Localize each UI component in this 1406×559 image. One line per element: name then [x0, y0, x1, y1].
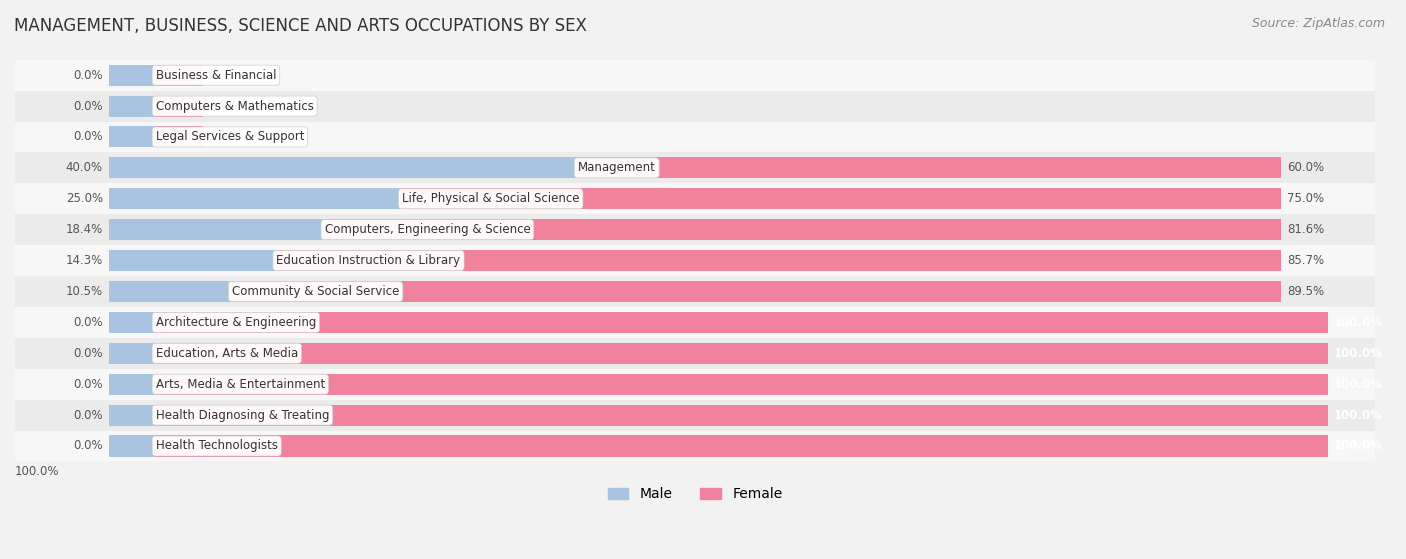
Bar [402, 188, 1281, 209]
Text: 14.3%: 14.3% [66, 254, 103, 267]
Text: 75.0%: 75.0% [1286, 192, 1324, 205]
Bar [156, 96, 202, 117]
Text: Management: Management [578, 162, 655, 174]
Bar [108, 188, 402, 209]
Bar [15, 153, 1375, 183]
Bar [156, 312, 1329, 333]
Text: 100.0%: 100.0% [1334, 316, 1384, 329]
Text: 0.0%: 0.0% [73, 439, 103, 452]
Text: 60.0%: 60.0% [1286, 162, 1324, 174]
Bar [232, 281, 1281, 302]
Bar [108, 65, 156, 86]
Bar [15, 60, 1375, 91]
Bar [156, 343, 1329, 364]
Text: Legal Services & Support: Legal Services & Support [156, 130, 304, 144]
Text: MANAGEMENT, BUSINESS, SCIENCE AND ARTS OCCUPATIONS BY SEX: MANAGEMENT, BUSINESS, SCIENCE AND ARTS O… [14, 17, 586, 35]
Bar [15, 338, 1375, 369]
Text: 100.0%: 100.0% [15, 465, 59, 477]
Text: 10.5%: 10.5% [66, 285, 103, 298]
Bar [108, 250, 277, 271]
Text: 100.0%: 100.0% [1334, 378, 1384, 391]
Bar [108, 312, 156, 333]
Text: Arts, Media & Entertainment: Arts, Media & Entertainment [156, 378, 325, 391]
Text: 85.7%: 85.7% [1286, 254, 1324, 267]
Bar [156, 405, 1329, 425]
Bar [15, 400, 1375, 430]
Text: 0.0%: 0.0% [73, 69, 103, 82]
Text: 40.0%: 40.0% [66, 162, 103, 174]
Text: Community & Social Service: Community & Social Service [232, 285, 399, 298]
Bar [15, 121, 1375, 153]
Bar [15, 183, 1375, 214]
Bar [108, 435, 156, 457]
Text: 89.5%: 89.5% [1286, 285, 1324, 298]
Bar [578, 158, 1281, 178]
Text: 0.0%: 0.0% [73, 316, 103, 329]
Text: Business & Financial: Business & Financial [156, 69, 276, 82]
Bar [108, 373, 156, 395]
Text: Architecture & Engineering: Architecture & Engineering [156, 316, 316, 329]
Bar [15, 307, 1375, 338]
Bar [108, 343, 156, 364]
Text: Health Diagnosing & Treating: Health Diagnosing & Treating [156, 409, 329, 421]
Text: 0.0%: 0.0% [208, 69, 238, 82]
Legend: Male, Female: Male, Female [602, 482, 787, 506]
Bar [156, 435, 1329, 457]
Text: Computers, Engineering & Science: Computers, Engineering & Science [325, 223, 530, 236]
Bar [325, 219, 1281, 240]
Text: Education Instruction & Library: Education Instruction & Library [277, 254, 461, 267]
Bar [108, 126, 156, 148]
Bar [108, 158, 578, 178]
Bar [15, 245, 1375, 276]
Bar [108, 405, 156, 425]
Text: 25.0%: 25.0% [66, 192, 103, 205]
Bar [277, 250, 1281, 271]
Bar [156, 126, 202, 148]
Bar [15, 214, 1375, 245]
Text: 0.0%: 0.0% [73, 409, 103, 421]
Bar [15, 276, 1375, 307]
Bar [15, 430, 1375, 461]
Bar [15, 91, 1375, 121]
Bar [108, 281, 232, 302]
Text: 100.0%: 100.0% [1334, 409, 1384, 421]
Text: 100.0%: 100.0% [1334, 439, 1384, 452]
Text: 0.0%: 0.0% [208, 100, 238, 112]
Bar [108, 219, 325, 240]
Text: 0.0%: 0.0% [73, 347, 103, 360]
Bar [156, 65, 202, 86]
Text: 0.0%: 0.0% [73, 378, 103, 391]
Text: Health Technologists: Health Technologists [156, 439, 278, 452]
Text: 81.6%: 81.6% [1286, 223, 1324, 236]
Text: Source: ZipAtlas.com: Source: ZipAtlas.com [1251, 17, 1385, 30]
Bar [108, 96, 156, 117]
Text: 0.0%: 0.0% [73, 130, 103, 144]
Bar [15, 369, 1375, 400]
Bar [156, 373, 1329, 395]
Text: Education, Arts & Media: Education, Arts & Media [156, 347, 298, 360]
Text: 18.4%: 18.4% [66, 223, 103, 236]
Text: Computers & Mathematics: Computers & Mathematics [156, 100, 314, 112]
Text: Life, Physical & Social Science: Life, Physical & Social Science [402, 192, 579, 205]
Text: 100.0%: 100.0% [1334, 347, 1384, 360]
Text: 0.0%: 0.0% [73, 100, 103, 112]
Text: 0.0%: 0.0% [208, 130, 238, 144]
